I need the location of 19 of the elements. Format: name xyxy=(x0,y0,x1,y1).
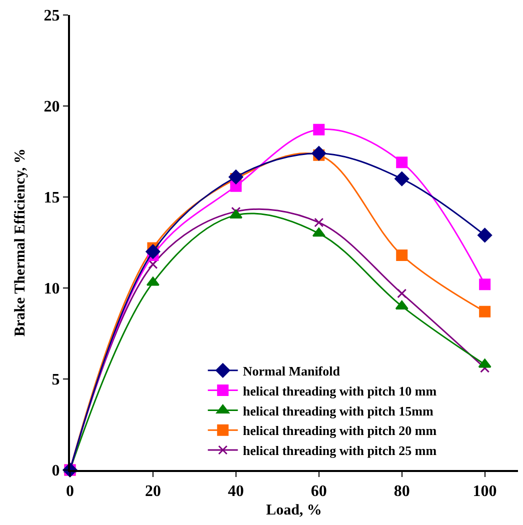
x-tick-label: 40 xyxy=(228,483,244,500)
y-tick-label: 20 xyxy=(44,98,60,116)
x-tick-label: 60 xyxy=(310,483,327,500)
x-tick-label: 80 xyxy=(394,483,410,500)
y-tick-label: 25 xyxy=(44,8,60,25)
legend-label: helical threading with pitch 10 mm xyxy=(242,383,437,398)
y-tick-label: 15 xyxy=(44,190,60,207)
y-tick-label: 5 xyxy=(52,372,60,389)
y-tick-label: 0 xyxy=(52,462,60,480)
legend-label: helical threading with pitch 15mm xyxy=(242,403,434,418)
legend-label: helical threading with pitch 20 mm xyxy=(242,423,437,438)
x-tick-label: 20 xyxy=(144,483,161,500)
x-axis-title: Load, % xyxy=(266,502,322,519)
x-tick-label: 100 xyxy=(472,483,497,500)
y-tick-label: 10 xyxy=(44,280,60,298)
legend-label: Normal Manifold xyxy=(242,363,341,378)
y-axis-title: Brake Thermal Efficiency, % xyxy=(12,148,29,337)
legend-label: helical threading with pitch 25 mm xyxy=(242,443,437,458)
x-tick-label: 0 xyxy=(66,483,74,500)
